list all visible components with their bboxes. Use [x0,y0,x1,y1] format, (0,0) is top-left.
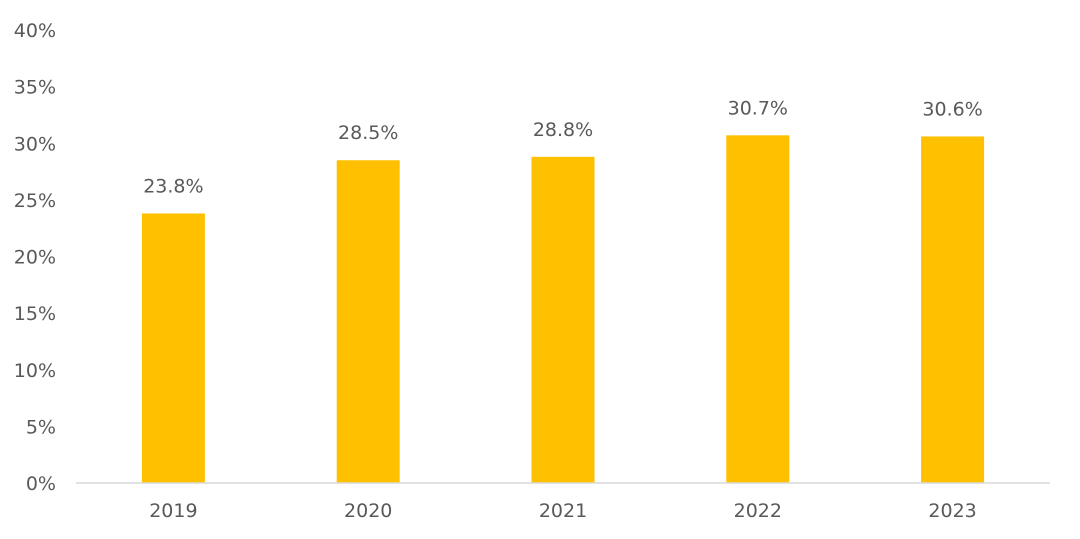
y-tick-label: 10% [14,360,56,382]
bar-2022 [726,135,790,483]
y-tick-label: 0% [26,473,56,495]
x-tick-label-2023: 2023 [928,500,976,522]
y-tick-label: 35% [14,77,56,99]
y-tick-label: 15% [14,303,56,325]
bar-2019 [141,213,205,483]
x-tick-label-2021: 2021 [539,500,587,522]
y-tick-label: 25% [14,190,56,212]
x-axis-ticks: 2019 2020 2021 2022 2023 [149,500,977,522]
bars-group [141,135,985,484]
x-tick-label-2022: 2022 [734,500,782,522]
x-tick-label-2019: 2019 [149,500,197,522]
bar-2021 [531,156,595,483]
bar-2020 [336,160,400,484]
y-tick-label: 5% [26,416,56,438]
data-label-2023: 30.6% [922,98,982,120]
data-label-2022: 30.7% [728,97,788,119]
y-axis-ticks: 0% 5% 10% 15% 20% 25% 30% 35% 40% [14,20,56,495]
data-label-2020: 28.5% [338,122,398,144]
data-label-2019: 23.8% [143,175,203,197]
y-tick-label: 40% [14,20,56,42]
bar-2023 [921,136,985,483]
data-label-2021: 28.8% [533,119,593,141]
y-tick-label: 30% [14,133,56,155]
x-tick-label-2020: 2020 [344,500,392,522]
y-tick-label: 20% [14,247,56,269]
data-labels-group: 23.8% 28.5% 28.8% 30.7% 30.6% [143,97,983,197]
